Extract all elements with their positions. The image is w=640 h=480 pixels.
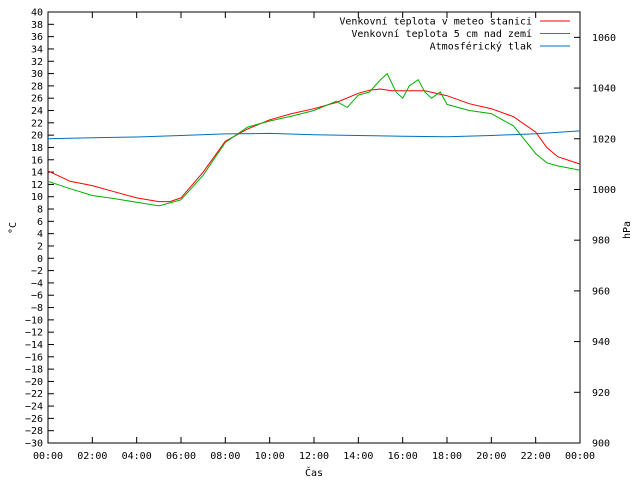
- y-axis-left-label: °C: [8, 222, 19, 234]
- left-tick-label: −12: [25, 328, 43, 339]
- left-tick-label: 30: [31, 69, 43, 80]
- left-tick-label: 36: [31, 32, 43, 43]
- right-tick-label: 1040: [592, 84, 616, 95]
- left-tick-label: −22: [25, 389, 43, 400]
- x-tick-label: 16:00: [388, 451, 418, 462]
- right-tick-label: 1060: [592, 33, 616, 44]
- right-tick-label: 1020: [592, 134, 616, 145]
- x-tick-label: 12:00: [299, 451, 329, 462]
- left-tick-label: −20: [25, 377, 43, 388]
- left-tick-label: 12: [31, 180, 43, 191]
- x-axis-label: Čas: [305, 466, 323, 479]
- right-axis-ticks: 900 920 940 960 980 1000 1020 1040 1060: [574, 33, 616, 450]
- left-tick-label: −8: [31, 303, 43, 314]
- left-tick-label: 20: [31, 131, 43, 142]
- right-tick-label: 900: [592, 439, 610, 450]
- left-tick-label: 18: [31, 143, 43, 154]
- legend-label-1: Venkovní teplota v meteo stanici: [339, 16, 532, 28]
- legend: Venkovní teplota v meteo staniciVenkovní…: [339, 16, 570, 53]
- x-tick-label: 22:00: [521, 451, 551, 462]
- left-tick-label: −16: [25, 352, 43, 363]
- plot-frame: [47, 11, 581, 444]
- left-tick-label: 2: [37, 241, 43, 252]
- x-tick-label: 00:00: [565, 451, 595, 462]
- left-tick-label: 10: [31, 192, 43, 203]
- series-line-2: [47, 72, 581, 207]
- x-tick-label: 18:00: [432, 451, 462, 462]
- right-tick-label: 1000: [592, 185, 616, 196]
- legend-label-2: Venkovní teplota 5 cm nad zemí: [351, 28, 532, 40]
- left-tick-label: 24: [31, 106, 43, 117]
- left-tick-label: 6: [37, 217, 43, 228]
- left-tick-label: 0: [37, 254, 43, 265]
- left-tick-label: −14: [25, 340, 43, 351]
- left-tick-label: −26: [25, 414, 43, 425]
- x-tick-label: 02:00: [77, 451, 107, 462]
- left-tick-label: 14: [31, 168, 43, 179]
- left-tick-label: −10: [25, 315, 43, 326]
- left-tick-label: 32: [31, 57, 43, 68]
- left-tick-label: 26: [31, 94, 43, 105]
- legend-label-3: Atmosférický tlak: [430, 41, 532, 53]
- left-tick-label: −28: [25, 426, 43, 437]
- x-tick-label: 10:00: [255, 451, 285, 462]
- series-line-1: [47, 88, 581, 203]
- right-tick-label: 960: [592, 286, 610, 297]
- left-tick-label: −2: [31, 266, 43, 277]
- left-tick-label: −6: [31, 291, 43, 302]
- y-axis-right-label: hPa: [622, 221, 633, 239]
- left-tick-label: −18: [25, 365, 43, 376]
- x-tick-label: 14:00: [343, 451, 373, 462]
- x-tick-label: 04:00: [122, 451, 152, 462]
- x-tick-label: 20:00: [476, 451, 506, 462]
- x-tick-label: 00:00: [33, 451, 63, 462]
- left-tick-label: 22: [31, 118, 43, 129]
- right-tick-label: 920: [592, 388, 610, 399]
- right-tick-label: 940: [592, 337, 610, 348]
- x-tick-label: 06:00: [166, 451, 196, 462]
- right-tick-label: 980: [592, 236, 610, 247]
- left-tick-label: 40: [31, 8, 43, 19]
- series-line-3: [47, 130, 581, 140]
- left-tick-label: 34: [31, 44, 43, 55]
- left-tick-label: 38: [31, 20, 43, 31]
- left-tick-label: 16: [31, 155, 43, 166]
- left-tick-label: −4: [31, 278, 43, 289]
- left-tick-label: 8: [37, 205, 43, 216]
- left-tick-label: 4: [37, 229, 43, 240]
- left-tick-label: −30: [25, 439, 43, 450]
- left-tick-label: −24: [25, 402, 43, 413]
- x-tick-label: 08:00: [210, 451, 240, 462]
- left-axis-ticks: −30−28−26−24−22−20−18−16−14−12−10−8−6−4−…: [25, 8, 54, 450]
- x-axis-ticks: 00:00 02:00 04:00 06:00 08:00 10:00 12:00 14:00…: [33, 12, 595, 462]
- series-layer: [47, 72, 581, 207]
- left-tick-label: 28: [31, 81, 43, 92]
